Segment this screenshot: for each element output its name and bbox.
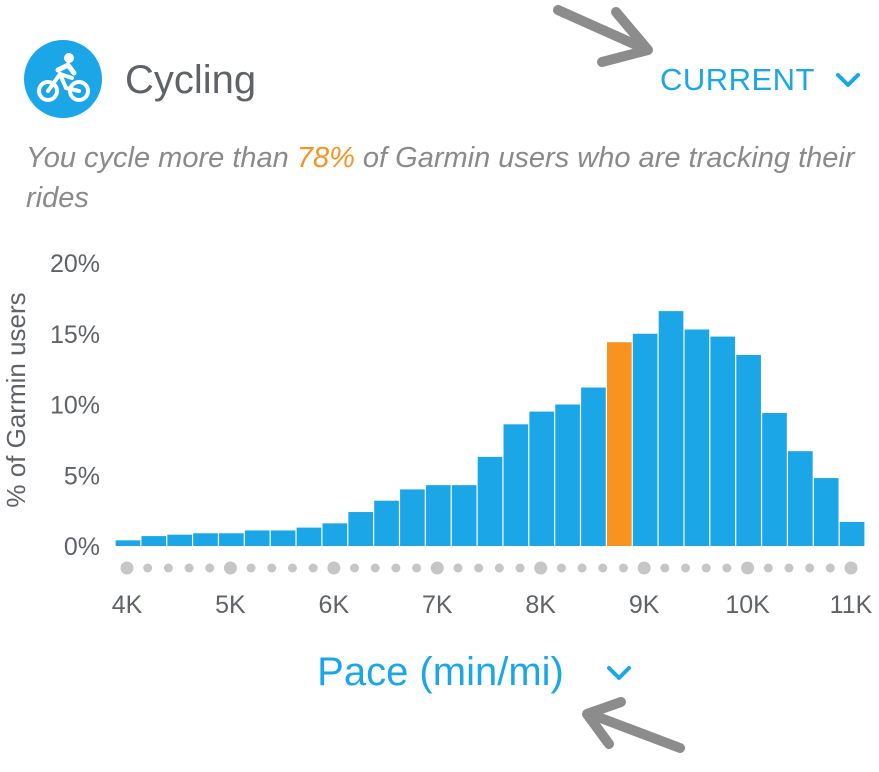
pace-histogram: % of Garmin users 20% 15% 10% 5% 0% 4K 5K 6K 7K… — [1, 250, 873, 619]
x-major-dot — [637, 561, 651, 575]
histogram-bar — [710, 336, 736, 546]
histogram-bar — [632, 333, 658, 546]
x-minor-dot — [825, 563, 835, 573]
y-axis-label: % of Garmin users — [1, 292, 31, 507]
x-major-dot — [120, 561, 134, 575]
x-minor-dot — [660, 563, 670, 573]
header: Cycling CURRENT — [0, 0, 879, 140]
x-minor-dot — [784, 563, 794, 573]
x-major-dot — [223, 561, 237, 575]
histogram-bar — [141, 536, 167, 546]
chevron-down-icon — [606, 665, 631, 680]
x-minor-dot — [350, 563, 360, 573]
x-minor-dot — [184, 563, 194, 573]
x-minor-dot — [287, 563, 297, 573]
histogram-bar — [115, 540, 141, 546]
x-minor-dot — [577, 563, 587, 573]
x-minor-dot — [494, 563, 504, 573]
histogram-bar — [219, 533, 244, 546]
annotation-arrow-icon — [582, 697, 685, 753]
histogram-bar — [244, 530, 270, 546]
period-label: CURRENT — [659, 62, 815, 97]
summary-before: You cycle more than — [26, 142, 297, 174]
x-minor-dot — [412, 563, 422, 573]
x-minor-dot — [163, 563, 173, 573]
x-tick-label: 4K — [112, 591, 143, 619]
histogram-bar — [813, 478, 839, 546]
x-minor-dot — [453, 563, 463, 573]
x-tick-label: 9K — [629, 591, 660, 619]
x-tick-label: 5K — [215, 591, 246, 619]
x-major-dot — [844, 561, 858, 575]
x-minor-dot — [515, 563, 525, 573]
histogram-bar — [839, 521, 865, 546]
x-major-dot — [327, 561, 341, 575]
histogram-bar — [762, 412, 787, 546]
histogram-bar — [788, 451, 813, 546]
histogram-bar — [555, 404, 580, 546]
histogram-bar — [425, 485, 451, 546]
metric-selector[interactable]: Pace (min/mi) — [0, 650, 879, 695]
histogram-bar — [167, 534, 192, 546]
x-minor-dot — [370, 563, 380, 573]
x-tick-label: 8K — [525, 591, 556, 619]
x-minor-dot — [763, 563, 773, 573]
histogram-bar — [348, 512, 374, 546]
y-tick-label: 0% — [64, 533, 100, 561]
cyclist-icon — [24, 40, 102, 118]
y-tick-label: 5% — [64, 462, 100, 490]
x-minor-dot — [308, 563, 318, 573]
x-minor-dot — [681, 563, 691, 573]
x-major-dot — [534, 561, 548, 575]
histogram-bar — [503, 424, 529, 546]
x-minor-dot — [598, 563, 608, 573]
histogram-bar — [477, 456, 503, 546]
activity-title: Cycling — [125, 58, 257, 102]
summary-after: of Garmin users who are tracking their r… — [26, 142, 855, 214]
x-minor-dot — [805, 563, 815, 573]
histogram-bar — [581, 387, 606, 546]
y-tick-label: 10% — [50, 392, 100, 420]
summary-text: You cycle more than 78% of Garmin users … — [26, 138, 866, 218]
histogram-bar — [606, 342, 632, 546]
x-minor-dot — [474, 563, 484, 573]
x-major-dot — [430, 561, 444, 575]
chevron-down-icon — [836, 73, 860, 87]
histogram-bar — [451, 485, 477, 546]
x-minor-dot — [556, 563, 566, 573]
x-tick-label: 6K — [319, 591, 350, 619]
x-minor-dot — [391, 563, 401, 573]
x-minor-dot — [205, 563, 215, 573]
x-minor-dot — [701, 563, 711, 573]
histogram-bar — [296, 527, 322, 546]
metric-label: Pace (min/mi) — [317, 650, 564, 694]
histogram-bar — [529, 411, 555, 546]
histogram-bar — [374, 500, 399, 546]
y-tick-label: 20% — [50, 250, 100, 278]
histogram-bar — [400, 489, 425, 546]
x-minor-dot — [722, 563, 732, 573]
x-minor-dot — [267, 563, 277, 573]
x-tick-label: 7K — [422, 591, 453, 619]
x-tick-label: 10K — [725, 591, 770, 619]
x-minor-dot — [618, 563, 628, 573]
annotation-arrow-icon — [553, 5, 653, 67]
y-tick-label: 15% — [50, 321, 100, 349]
histogram-bar — [658, 311, 684, 546]
x-minor-dot — [143, 563, 153, 573]
period-selector[interactable]: CURRENT — [660, 62, 861, 98]
x-major-dot — [741, 561, 755, 575]
histogram-bar — [193, 533, 218, 546]
histogram-bar — [684, 329, 710, 546]
summary-percent: 78% — [296, 142, 355, 174]
histogram-bar — [736, 354, 761, 546]
histogram-bar — [322, 523, 348, 546]
x-tick-label: 11K — [830, 591, 873, 619]
x-minor-dot — [246, 563, 256, 573]
histogram-bar — [270, 530, 296, 546]
